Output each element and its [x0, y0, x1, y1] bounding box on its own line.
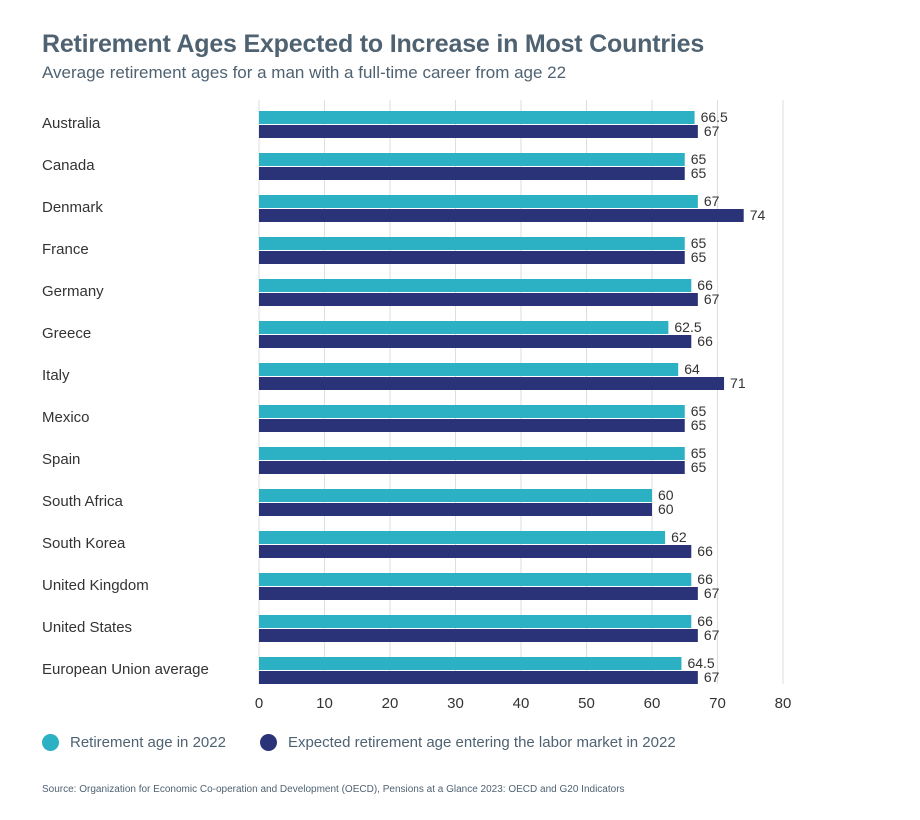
- category-label-european-union-average: European Union average: [42, 661, 209, 678]
- bar-spain-series1: [259, 447, 685, 460]
- category-label-france: France: [42, 241, 89, 258]
- data-label-south-korea-series1: 62: [671, 529, 687, 545]
- bar-south-korea-series1: [259, 531, 666, 544]
- category-label-denmark: Denmark: [42, 199, 103, 216]
- bar-denmark-series1: [259, 195, 698, 208]
- bar-denmark-series2: [259, 209, 744, 222]
- data-label-canada-series2: 65: [691, 165, 707, 181]
- data-label-spain-series2: 65: [691, 459, 707, 475]
- legend-item-series1: Retirement age in 2022: [42, 734, 226, 751]
- x-tick-label-0: 0: [255, 695, 263, 712]
- category-label-spain: Spain: [42, 451, 80, 468]
- chart-title: Retirement Ages Expected to Increase in …: [42, 30, 705, 58]
- data-label-germany-series2: 67: [704, 291, 720, 307]
- category-label-united-states: United States: [42, 619, 132, 636]
- category-label-greece: Greece: [42, 325, 91, 342]
- x-tick-label-20: 20: [382, 695, 399, 712]
- legend: Retirement age in 2022 Expected retireme…: [42, 734, 710, 751]
- data-label-spain-series1: 65: [691, 445, 707, 461]
- data-label-south-africa-series2: 60: [658, 501, 674, 517]
- bar-canada-series2: [259, 167, 685, 180]
- data-label-italy-series1: 64: [684, 361, 700, 377]
- category-label-italy: Italy: [42, 367, 70, 384]
- bar-greece-series2: [259, 335, 692, 348]
- data-label-mexico-series1: 65: [691, 403, 707, 419]
- bar-greece-series1: [259, 321, 669, 334]
- x-tick-label-10: 10: [316, 695, 333, 712]
- data-label-australia-series1: 66.5: [701, 109, 728, 125]
- category-label-germany: Germany: [42, 283, 104, 300]
- category-label-south-africa: South Africa: [42, 493, 124, 510]
- data-label-italy-series2: 71: [730, 375, 746, 391]
- data-label-european-union-average-series1: 64.5: [687, 655, 714, 671]
- bar-germany-series2: [259, 293, 698, 306]
- bar-european-union-average-series1: [259, 657, 682, 670]
- bar-south-africa-series2: [259, 503, 652, 516]
- data-label-greece-series2: 66: [697, 333, 713, 349]
- x-tick-label-40: 40: [513, 695, 530, 712]
- data-label-united-kingdom-series1: 66: [697, 571, 713, 587]
- bar-australia-series1: [259, 111, 695, 124]
- x-tick-label-80: 80: [775, 695, 792, 712]
- data-label-australia-series2: 67: [704, 123, 720, 139]
- bar-united-kingdom-series1: [259, 573, 692, 586]
- legend-swatch-series2: [259, 734, 277, 751]
- data-label-united-states-series1: 66: [697, 613, 713, 629]
- bar-france-series2: [259, 251, 685, 264]
- category-label-canada: Canada: [42, 157, 95, 174]
- chart-subtitle: Average retirement ages for a man with a…: [42, 63, 567, 82]
- bar-south-africa-series1: [259, 489, 652, 502]
- data-label-denmark-series1: 67: [704, 193, 720, 209]
- data-label-germany-series1: 66: [697, 277, 713, 293]
- data-label-united-states-series2: 67: [704, 627, 720, 643]
- bar-united-states-series2: [259, 629, 698, 642]
- bar-italy-series1: [259, 363, 679, 376]
- bar-italy-series2: [259, 377, 725, 390]
- bar-france-series1: [259, 237, 685, 250]
- bar-mexico-series1: [259, 405, 685, 418]
- data-label-denmark-series2: 74: [750, 207, 766, 223]
- legend-item-series2: Expected retirement age entering the lab…: [259, 734, 676, 751]
- bar-mexico-series2: [259, 419, 685, 432]
- data-label-mexico-series2: 65: [691, 417, 707, 433]
- data-label-south-africa-series1: 60: [658, 487, 674, 503]
- legend-label-series1: Retirement age in 2022: [70, 734, 226, 751]
- category-label-south-korea: South Korea: [42, 535, 126, 552]
- x-tick-label-30: 30: [447, 695, 464, 712]
- data-label-european-union-average-series2: 67: [704, 669, 720, 685]
- category-label-united-kingdom: United Kingdom: [42, 577, 149, 594]
- data-label-greece-series1: 62.5: [674, 319, 701, 335]
- source-note: Source: Organization for Economic Co-ope…: [42, 784, 625, 795]
- data-label-canada-series1: 65: [691, 151, 707, 167]
- bar-germany-series1: [259, 279, 692, 292]
- data-label-france-series2: 65: [691, 249, 707, 265]
- category-label-mexico: Mexico: [42, 409, 90, 426]
- bar-european-union-average-series2: [259, 671, 698, 684]
- category-label-australia: Australia: [42, 115, 101, 132]
- data-label-south-korea-series2: 66: [697, 543, 713, 559]
- bar-united-kingdom-series2: [259, 587, 698, 600]
- x-tick-label-60: 60: [644, 695, 661, 712]
- legend-swatch-series1: [42, 734, 59, 751]
- x-tick-label-70: 70: [709, 695, 726, 712]
- data-label-france-series1: 65: [691, 235, 707, 251]
- x-tick-label-50: 50: [578, 695, 595, 712]
- legend-label-series2: Expected retirement age entering the lab…: [287, 734, 676, 751]
- bar-australia-series2: [259, 125, 698, 138]
- bar-spain-series2: [259, 461, 685, 474]
- bar-south-korea-series2: [259, 545, 692, 558]
- data-label-united-kingdom-series2: 67: [704, 585, 720, 601]
- bar-canada-series1: [259, 153, 685, 166]
- bar-united-states-series1: [259, 615, 692, 628]
